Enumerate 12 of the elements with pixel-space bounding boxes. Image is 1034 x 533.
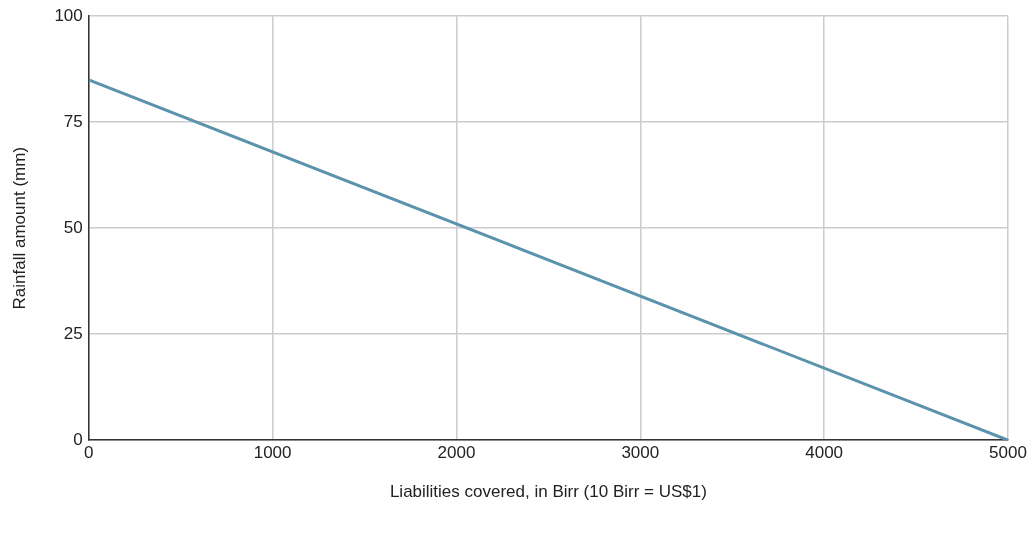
- y-tick-label: 100: [54, 5, 83, 25]
- x-tick-label: 2000: [437, 443, 476, 463]
- y-tick-label: 75: [63, 111, 83, 131]
- y-tick-label: 50: [63, 217, 83, 237]
- x-tick-label: 4000: [805, 443, 844, 463]
- y-axis-title: Rainfall amount (mm): [9, 146, 29, 310]
- x-tick-label: 1000: [253, 443, 292, 463]
- x-axis-title: Liabilities covered, in Birr (10 Birr = US$1): [389, 482, 707, 502]
- x-tick-label: 5000: [989, 443, 1027, 463]
- x-tick-label: 3000: [621, 443, 660, 463]
- y-tick-label: 0: [73, 429, 83, 449]
- y-tick-label: 25: [63, 323, 83, 343]
